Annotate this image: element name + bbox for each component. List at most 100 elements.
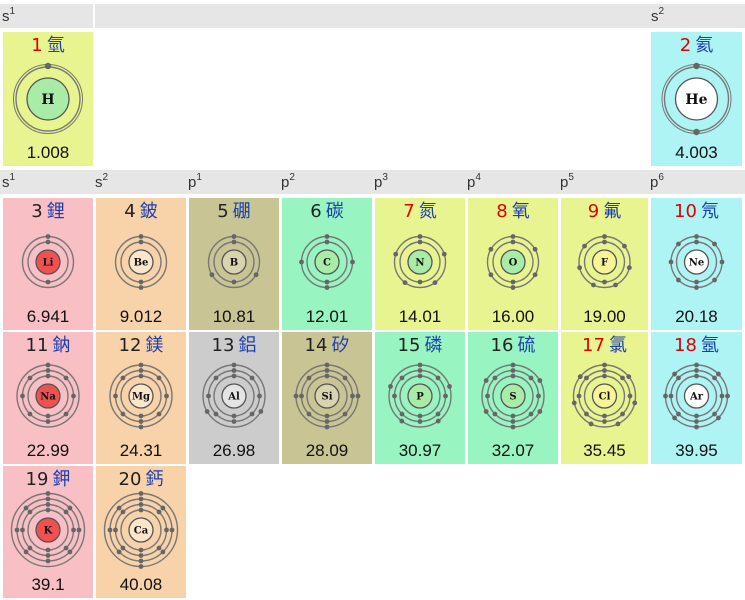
electron-dot <box>324 239 330 245</box>
element-symbol: Al <box>227 392 240 403</box>
electron-dot <box>156 375 162 381</box>
electron-dot <box>156 545 162 551</box>
electron-dot <box>324 362 330 368</box>
electron-dot <box>231 234 237 239</box>
electron-dot <box>164 393 169 399</box>
electron-dot <box>213 375 219 381</box>
atomic-number: 17 <box>582 335 605 356</box>
block-header-s1: s1 <box>0 170 96 194</box>
element-symbol: Na <box>40 392 56 403</box>
electron-dot <box>571 400 577 406</box>
element-label: 16 硫 <box>468 336 558 356</box>
atomic-number: 1 <box>31 35 43 56</box>
element-label: 19 鉀 <box>3 470 93 490</box>
atomic-mass: 40.08 <box>119 575 163 594</box>
nucleus <box>35 383 61 409</box>
electron-dot <box>584 411 589 417</box>
block-header-p3: p3 <box>372 170 468 194</box>
block-header-p5-letter: p <box>560 174 569 191</box>
electron-dot <box>45 419 51 424</box>
block-header-s1-superscript: 1 <box>9 172 16 183</box>
electron-dot <box>45 368 51 373</box>
electron-dot <box>27 375 33 381</box>
header-bar-top <box>0 4 745 28</box>
electron-dot <box>206 393 211 399</box>
nucleus <box>500 249 526 275</box>
electron-dot <box>253 272 259 278</box>
element-label: 13 鋁 <box>189 336 279 356</box>
element-cell-p: 15 磷 P 30.97 <box>375 332 465 464</box>
element-symbol: K <box>44 526 53 537</box>
element-symbol: Si <box>321 392 332 403</box>
electron-dot <box>417 239 423 245</box>
block-header-p3-superscript: 3 <box>382 172 388 183</box>
block-header-p5-superscript: 5 <box>568 172 574 183</box>
electron-dot <box>45 496 51 502</box>
electron-dot <box>393 251 399 257</box>
electron-dot <box>435 411 441 417</box>
bohr-model-diagram: N <box>393 234 447 289</box>
element-symbol: H <box>41 92 54 108</box>
electron-dot <box>231 362 237 368</box>
electron-dot <box>510 239 516 245</box>
electron-dot <box>63 545 69 551</box>
electron-dot <box>156 411 162 417</box>
electron-dot <box>725 393 730 399</box>
electron-dot <box>485 393 490 399</box>
atomic-mass: 26.98 <box>212 441 256 460</box>
electron-dot <box>388 384 393 389</box>
nucleus <box>683 383 710 409</box>
electron-dot <box>577 265 583 271</box>
atomic-mass: 39.1 <box>31 575 65 594</box>
block-header-p2: p2 <box>279 170 375 194</box>
element-cell-s: 16 硫 S 32.07 <box>468 332 558 464</box>
electron-dot <box>116 505 122 511</box>
element-cell-be: 4 鈹 Be 9.012 <box>96 198 186 330</box>
electron-dot <box>350 393 355 399</box>
atomic-number: 5 <box>217 201 229 222</box>
element-cell-k: 19 鉀 K 39.1 <box>3 466 93 598</box>
electron-dot <box>528 375 534 381</box>
electron-dot <box>532 272 538 278</box>
electron-dot <box>627 393 633 399</box>
electron-dot <box>67 549 73 555</box>
electron-dot <box>63 375 69 381</box>
block-header-p4-superscript: 4 <box>475 172 481 183</box>
electron-dot <box>45 373 51 379</box>
electron-dot <box>510 373 516 379</box>
electron-dot <box>45 279 51 285</box>
electron-dot <box>231 279 237 285</box>
electron-dot <box>138 362 144 368</box>
bohr-model-diagram: K <box>10 491 86 568</box>
atomic-number: 14 <box>304 335 328 356</box>
electron-dot <box>138 285 144 290</box>
electron-dot <box>231 239 237 245</box>
electron-dot <box>324 279 330 285</box>
electron-dot <box>249 411 255 417</box>
atomic-mass: 1.008 <box>26 143 70 162</box>
electron-dot <box>602 419 607 424</box>
block-header-p6-letter: p <box>650 174 659 191</box>
electron-dot <box>613 282 618 288</box>
electron-dot <box>138 234 144 239</box>
electron-dot <box>719 393 725 399</box>
electron-dot <box>355 393 361 399</box>
electron-dot <box>694 368 699 373</box>
element-name: 氧 <box>511 201 530 222</box>
electron-dot <box>676 241 681 247</box>
block-header-p6: p6 <box>648 170 745 194</box>
block-header-p1-superscript: 1 <box>196 172 202 183</box>
electron-dot <box>602 413 607 419</box>
electron-dot <box>417 362 423 368</box>
atomic-mass: 14.01 <box>398 307 442 326</box>
electron-dot <box>417 373 423 379</box>
element-label: 15 磷 <box>375 336 465 356</box>
electron-dot <box>576 393 582 399</box>
block-header-p3-letter: p <box>374 174 383 191</box>
electron-dot <box>138 507 144 513</box>
block-header-p2-superscript: 2 <box>289 172 295 183</box>
atomic-mass: 16.00 <box>491 307 535 326</box>
electron-dot <box>160 505 166 511</box>
electron-dot <box>532 246 538 252</box>
